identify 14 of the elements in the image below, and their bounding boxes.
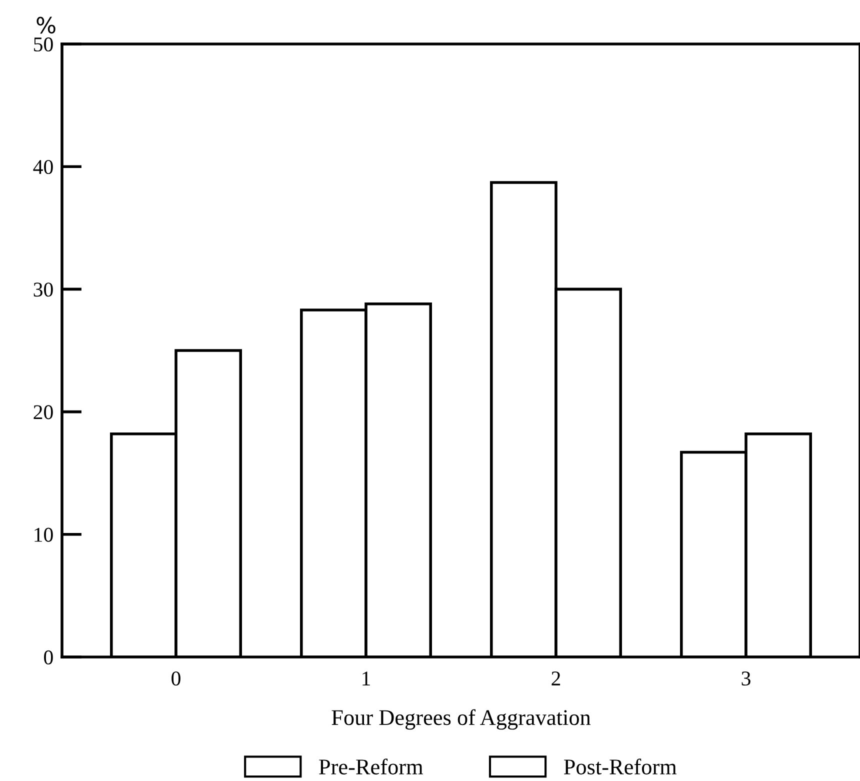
y-tick-label: 30 — [34, 282, 53, 297]
y-tick-label: 0 — [44, 650, 53, 664]
y-tick-label: 50 — [34, 37, 53, 52]
legend-label: Pre-Reform — [319, 758, 423, 774]
y-axis-title: % — [36, 16, 56, 34]
x-tick-label: 0 — [172, 671, 180, 686]
x-axis-title: Four Degrees of Aggravation — [332, 709, 591, 730]
x-tick-label: 3 — [742, 672, 750, 686]
y-tick-label: 10 — [34, 528, 53, 542]
x-tick-label: 1 — [362, 672, 370, 686]
legend-label: Post-Reform — [564, 758, 677, 774]
x-tick-label: 2 — [552, 672, 560, 686]
y-tick-label: 40 — [33, 160, 53, 174]
y-tick-label: 20 — [34, 405, 53, 420]
